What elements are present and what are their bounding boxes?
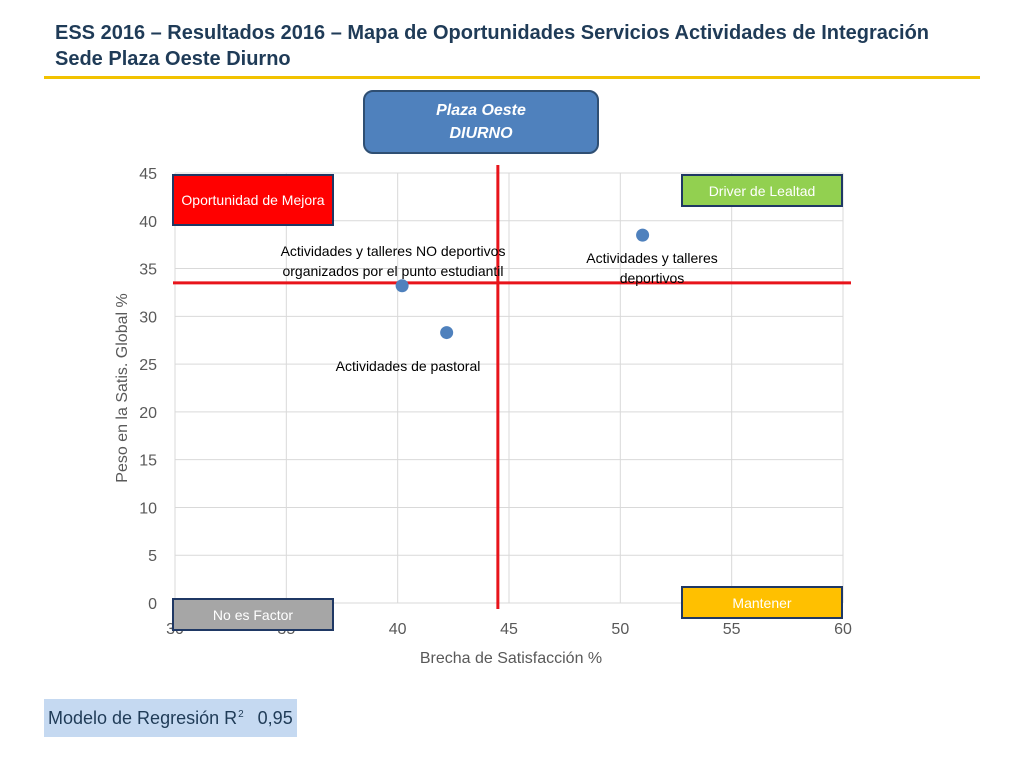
quadrant-oportunidad-label: Oportunidad de Mejora [172,174,334,226]
point-label-no-deportivos: Actividades y talleres NO deportivos org… [280,243,506,279]
y-tick-label: 10 [139,500,157,517]
y-tick-label: 40 [139,214,157,231]
data-point [636,228,650,242]
quadrant-driver-label: Driver de Lealtad [681,174,843,207]
y-tick-label: 30 [139,309,157,326]
segment-line-2: DIURNO [449,125,513,142]
segment-line-1: Plaza Oeste [436,102,526,119]
y-tick-label: 20 [139,405,157,422]
data-point [395,279,409,293]
data-point [440,326,454,340]
quadrant-no-factor-label: No es Factor [172,598,334,631]
y-tick-label: 15 [139,453,157,470]
x-tick-label: 45 [500,621,518,638]
x-tick-label: 55 [723,621,741,638]
x-tick-label: 60 [834,621,852,638]
regression-label: Modelo de Regresión R [48,707,238,728]
title-line-2: Sede Plaza Oeste Diurno [55,48,291,70]
x-tick-label: 40 [389,621,407,638]
page-title: ESS 2016 – Resultados 2016 – Mapa de Opo… [55,20,985,72]
title-underline [44,76,980,79]
regression-superscript: 2 [238,708,244,720]
y-tick-label: 45 [139,166,157,183]
y-axis-title: Peso en la Satis. Global % [114,293,131,482]
segment-label-box: Plaza Oeste DIURNO [363,90,599,154]
x-tick-label: 50 [611,621,629,638]
y-tick-label: 35 [139,262,157,279]
title-line-1: ESS 2016 – Resultados 2016 – Mapa de Opo… [55,22,930,44]
point-label-pastoral: Actividades de pastoral [335,358,481,374]
quadrant-mantener-label: Mantener [681,586,843,619]
regression-value: 0,95 [257,707,293,728]
y-tick-label: 0 [148,596,157,613]
x-axis-title: Brecha de Satisfacción % [420,650,602,667]
regression-model-box: Modelo de Regresión R 2 0,95 [44,699,297,737]
point-label-deportivos: Actividades y talleres deportivos [586,250,718,286]
y-tick-label: 5 [148,548,157,565]
y-tick-label: 25 [139,357,157,374]
